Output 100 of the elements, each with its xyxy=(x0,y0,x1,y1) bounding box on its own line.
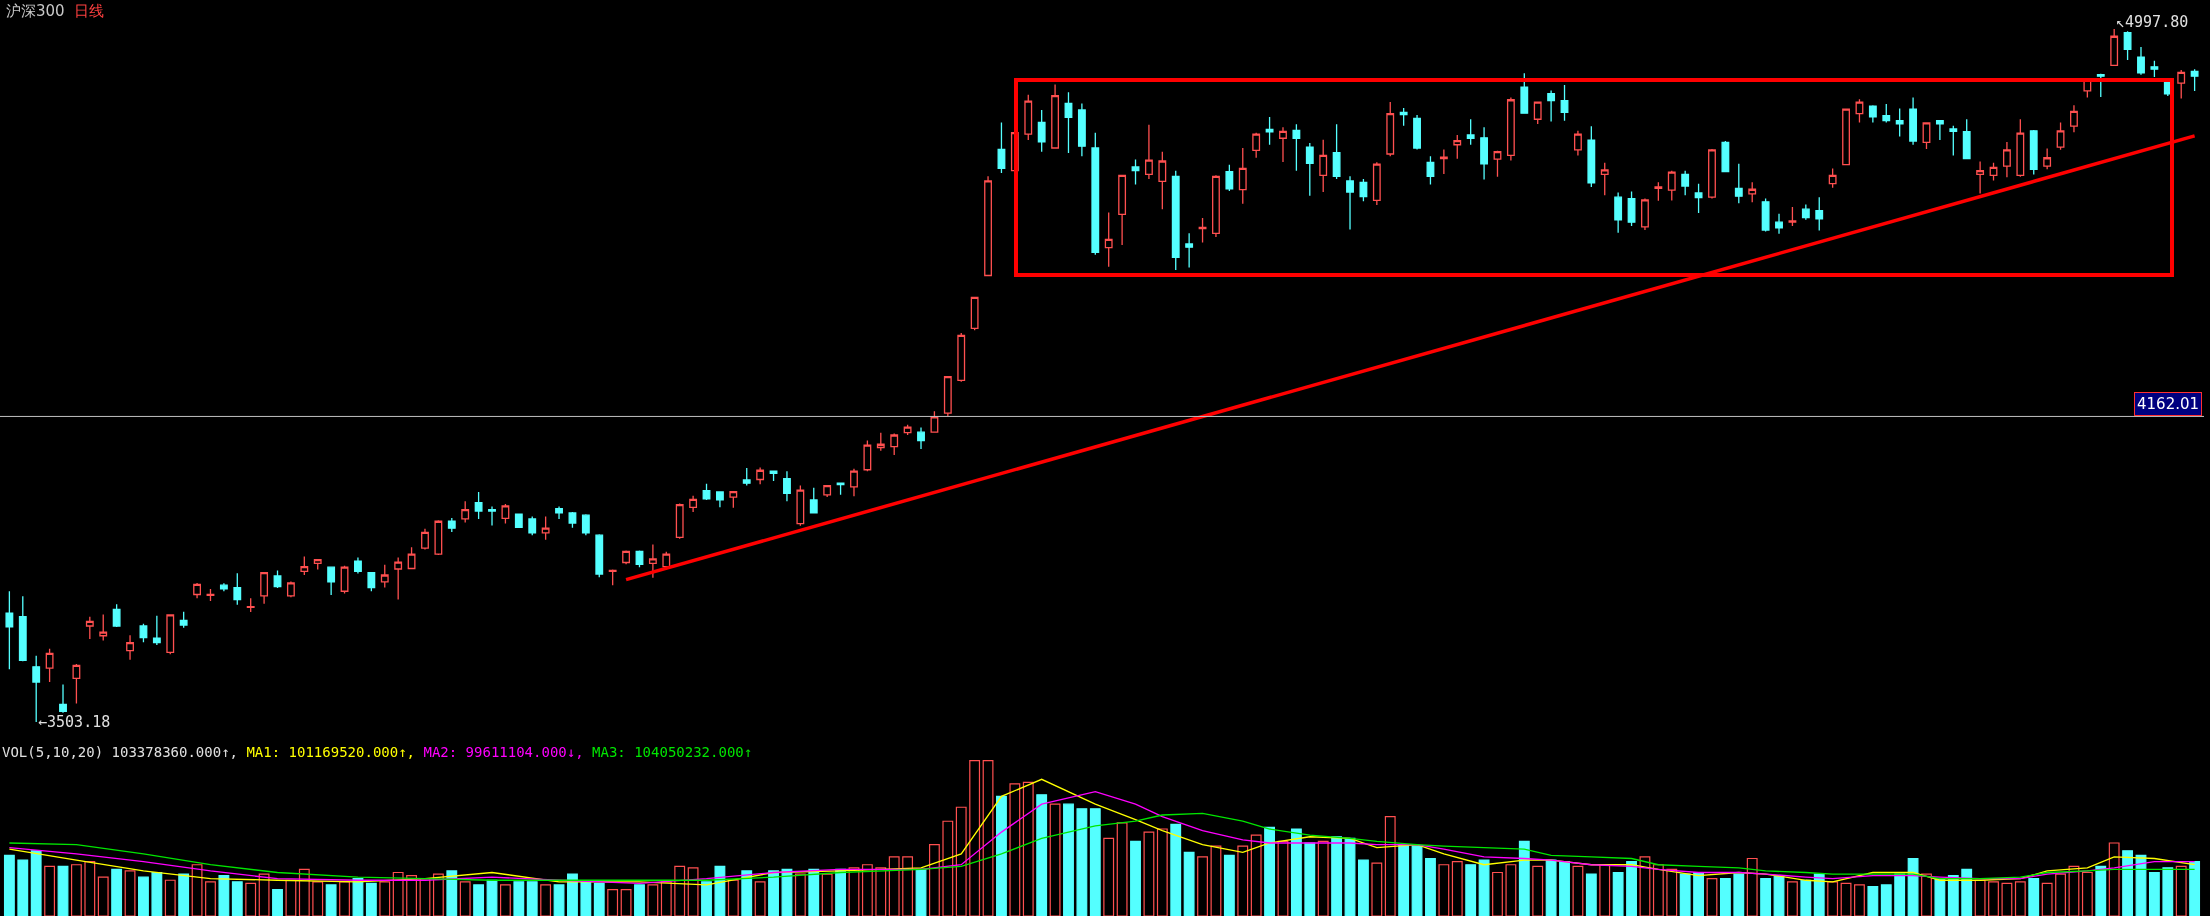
bar xyxy=(1894,873,1906,916)
bar xyxy=(1076,808,1088,916)
chart-subtitle: 日线 xyxy=(74,2,105,20)
candlestick xyxy=(1614,191,1623,234)
candlestick xyxy=(327,566,336,596)
candlestick xyxy=(193,582,202,599)
bar xyxy=(365,882,377,916)
candlestick xyxy=(796,484,805,527)
candlestick xyxy=(1305,142,1314,197)
candlestick xyxy=(1238,147,1247,205)
bar xyxy=(567,873,578,916)
bar xyxy=(2095,865,2107,916)
bar xyxy=(701,881,712,916)
candlestick xyxy=(1761,197,1770,233)
candlestick xyxy=(2029,129,2038,176)
bar xyxy=(1612,871,1624,916)
bar xyxy=(1465,864,1477,916)
candlestick xyxy=(1198,217,1207,244)
bar xyxy=(915,868,927,916)
candlestick xyxy=(715,490,724,508)
candlestick xyxy=(1694,183,1703,214)
candlestick xyxy=(2070,104,2078,133)
candlestick xyxy=(689,495,698,513)
candlestick xyxy=(1212,174,1220,238)
bar xyxy=(1961,868,1973,916)
candlestick xyxy=(1976,160,1985,195)
bar xyxy=(580,881,592,916)
candlestick xyxy=(72,663,81,705)
candlestick xyxy=(514,513,523,529)
candlestick xyxy=(179,610,188,629)
candlestick xyxy=(1171,170,1180,271)
candlestick xyxy=(957,332,966,383)
candlestick xyxy=(1292,123,1301,172)
candlestick xyxy=(809,487,818,514)
bar xyxy=(2148,871,2160,916)
bar xyxy=(1800,879,1812,916)
bar xyxy=(2189,861,2201,916)
candlestick xyxy=(126,634,134,661)
bar xyxy=(1679,873,1691,916)
bar xyxy=(808,868,820,916)
candlestick xyxy=(1600,162,1609,196)
candlestick xyxy=(1346,175,1354,231)
bar xyxy=(1626,861,1637,916)
candlestick xyxy=(1279,126,1287,163)
candlestick xyxy=(2056,121,2065,151)
candlestick xyxy=(2150,60,2159,78)
bar xyxy=(1760,878,1772,916)
candlestick xyxy=(541,515,550,541)
bar xyxy=(768,870,779,916)
bar xyxy=(1358,859,1369,916)
candlestick xyxy=(1962,118,1971,160)
candlestick xyxy=(407,546,416,570)
candlestick xyxy=(2137,46,2145,76)
candlestick xyxy=(1654,181,1663,202)
chart-title: 沪深300 xyxy=(6,2,65,20)
candlestick xyxy=(2043,147,2052,170)
candlestick xyxy=(581,513,590,536)
bar xyxy=(714,865,726,916)
bar xyxy=(3,854,15,916)
candlestick xyxy=(1185,232,1194,269)
candlestick xyxy=(1681,170,1690,196)
candlestick xyxy=(461,500,470,524)
bar xyxy=(1130,840,1141,916)
candlestick xyxy=(1748,181,1757,203)
bar xyxy=(1907,857,1919,916)
candlestick xyxy=(930,410,939,433)
candlestick xyxy=(219,582,228,592)
candlestick xyxy=(85,616,94,640)
candlestick xyxy=(1895,107,1904,138)
candlestick xyxy=(1453,134,1462,160)
candlestick xyxy=(1091,132,1100,256)
candlestick xyxy=(863,439,872,472)
candlestick xyxy=(99,613,108,642)
candlestick xyxy=(59,683,67,714)
candlestick xyxy=(890,432,899,456)
bar xyxy=(1411,845,1423,916)
text: MA1: 101169520.000↑, xyxy=(245,744,416,760)
candlestick xyxy=(1466,118,1475,146)
bar xyxy=(325,884,337,916)
bar xyxy=(30,850,42,916)
bar xyxy=(446,870,458,916)
bar xyxy=(1733,873,1745,916)
bar xyxy=(634,884,645,916)
candlestick xyxy=(1077,102,1086,157)
bar xyxy=(2028,878,2040,916)
bar xyxy=(1947,875,1959,916)
candlestick xyxy=(1439,148,1448,175)
candlestick xyxy=(1775,213,1783,235)
candlestick xyxy=(313,558,322,571)
bar xyxy=(17,859,29,916)
candlestick xyxy=(1064,91,1073,154)
candlestick xyxy=(1506,96,1515,162)
candlestick xyxy=(1721,140,1730,173)
bar xyxy=(1304,842,1316,916)
candlestick xyxy=(260,571,269,605)
bar xyxy=(1063,803,1074,916)
candlestick xyxy=(2096,73,2105,98)
bar xyxy=(151,871,163,916)
bar xyxy=(1478,859,1490,916)
candlestick xyxy=(434,519,443,556)
